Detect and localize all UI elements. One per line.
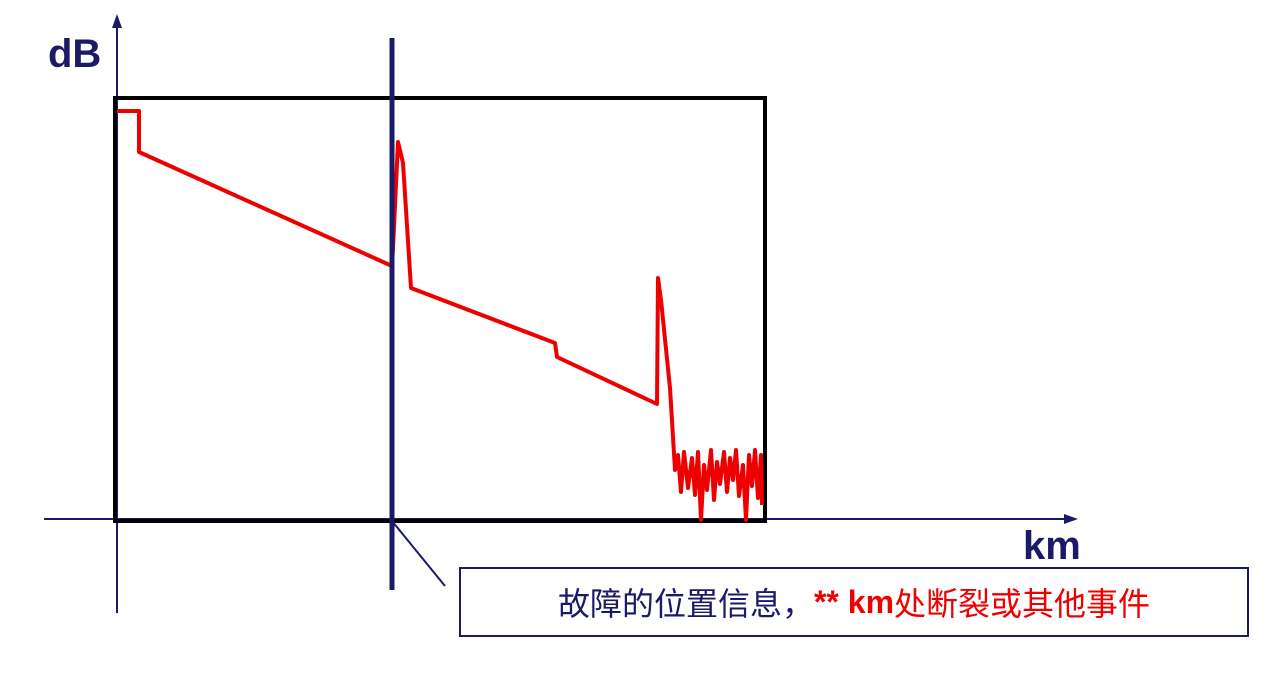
display-frame bbox=[113, 96, 767, 523]
x-axis-label: km bbox=[1023, 524, 1081, 568]
callout-distance-marker: ** km bbox=[813, 583, 895, 620]
fault-callout-box: 故障的位置信息， ** km 处断裂或其他事件 bbox=[459, 567, 1249, 637]
callout-leader-line bbox=[391, 520, 446, 587]
otdr-trace bbox=[117, 109, 764, 522]
callout-prefix: 故障的位置信息， bbox=[557, 585, 814, 623]
x-axis-arrow bbox=[1064, 514, 1078, 524]
y-axis-arrow bbox=[112, 14, 122, 28]
y-axis-label: dB bbox=[48, 32, 101, 76]
callout-suffix: 处断裂或其他事件 bbox=[894, 585, 1151, 623]
